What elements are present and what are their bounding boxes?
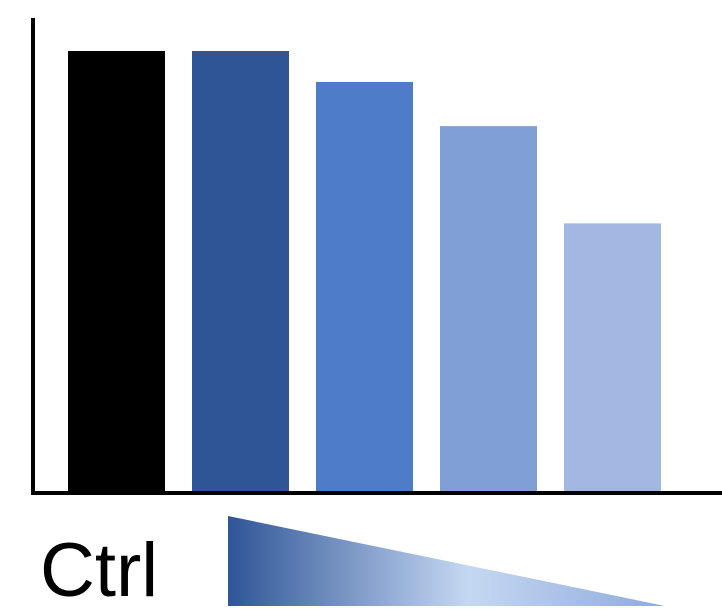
bar-1 [68, 51, 165, 493]
control-label: Ctrl [40, 528, 158, 609]
bar-5 [564, 223, 661, 493]
bar-3 [316, 81, 413, 493]
bars-group [68, 51, 661, 493]
dose-gradient-wedge [228, 516, 665, 606]
bar-4 [440, 126, 537, 493]
bar-2 [192, 51, 289, 493]
